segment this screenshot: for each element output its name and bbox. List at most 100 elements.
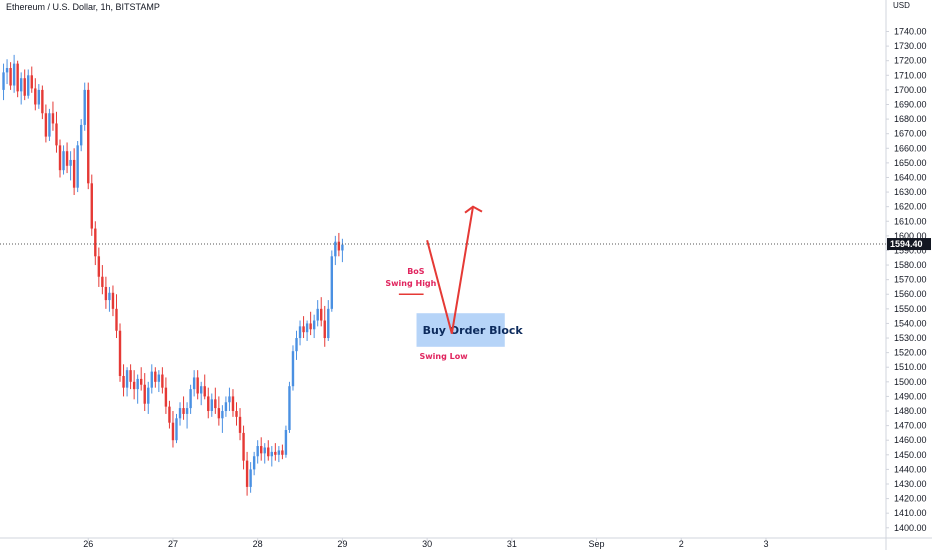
x-tick-label: 31	[507, 539, 517, 549]
chart-title: Ethereum / U.S. Dollar, 1h, BITSTAMP	[6, 2, 160, 12]
last-price-value: 1594.40	[890, 239, 923, 249]
candle-body	[12, 63, 16, 86]
candle-body	[58, 145, 62, 171]
projection-arrowhead	[464, 205, 483, 214]
candle-body	[270, 451, 274, 457]
candle-body	[150, 371, 153, 388]
candle-body	[55, 123, 58, 146]
candle-body	[245, 460, 249, 487]
candle-body	[210, 399, 213, 412]
candle-body	[72, 159, 76, 188]
candle-body	[16, 63, 19, 92]
y-tick-label: 1670.00	[894, 129, 927, 139]
candle-body	[23, 78, 26, 96]
candles	[2, 54, 344, 496]
candle-body	[274, 451, 277, 455]
candle-body	[228, 396, 231, 403]
candle-body	[122, 375, 125, 388]
candle-body	[189, 389, 192, 409]
candle-body	[320, 308, 323, 321]
candle-body	[309, 323, 312, 330]
candle-body	[295, 338, 298, 352]
candle-body	[337, 241, 341, 251]
projection-path	[426, 206, 474, 334]
y-tick-label: 1570.00	[894, 275, 927, 285]
candle-body	[200, 386, 203, 394]
candle-body	[249, 469, 252, 487]
candle-body	[164, 387, 168, 407]
candle-body	[79, 124, 83, 146]
candle-body	[129, 370, 132, 382]
candle-body	[185, 408, 189, 414]
candle-body	[196, 377, 199, 394]
candle-body	[330, 256, 334, 309]
candle-body	[76, 145, 79, 188]
y-tick-label: 1460.00	[894, 435, 927, 445]
candle-body	[214, 399, 217, 409]
y-tick-label: 1710.00	[894, 70, 927, 80]
candle-body	[108, 292, 111, 301]
y-tick-label: 1520.00	[894, 348, 927, 358]
candle-body	[62, 151, 65, 171]
candle-body	[136, 378, 139, 390]
candle-body	[27, 75, 30, 96]
candle-body	[34, 88, 37, 105]
y-tick-label: 1660.00	[894, 143, 927, 153]
candle-body	[312, 320, 316, 330]
y-tick-label: 1590.00	[894, 245, 927, 255]
candle-body	[238, 416, 242, 433]
candle-body	[192, 377, 196, 390]
y-tick-label: 1420.00	[894, 494, 927, 504]
candle-body	[291, 351, 295, 387]
y-tick-label: 1550.00	[894, 304, 927, 314]
y-tick-label: 1400.00	[894, 523, 927, 533]
y-tick-label: 1470.00	[894, 421, 927, 431]
bos-label: BoS	[407, 267, 425, 276]
candle-body	[207, 396, 210, 412]
y-tick-label: 1640.00	[894, 172, 927, 182]
candle-body	[182, 408, 185, 414]
candle-body	[242, 432, 245, 461]
y-tick-label: 1620.00	[894, 202, 927, 212]
x-tick-label: Sep	[589, 539, 605, 549]
x-tick-label: 28	[253, 539, 263, 549]
candle-body	[277, 450, 281, 455]
candle-body	[327, 308, 330, 339]
y-tick-label: 1680.00	[894, 114, 927, 124]
candle-body	[90, 183, 93, 229]
x-tick-label: 2	[679, 539, 684, 549]
candle-body	[111, 292, 115, 309]
candle-body	[161, 374, 164, 388]
candle-body	[281, 450, 284, 455]
candle-body	[203, 386, 206, 397]
candle-body	[302, 326, 305, 333]
x-tick-label: 29	[337, 539, 347, 549]
candle-body	[30, 75, 33, 89]
y-tick-label: 1580.00	[894, 260, 927, 270]
y-tick-label: 1560.00	[894, 289, 927, 299]
candle-body	[115, 308, 118, 331]
candle-body	[175, 418, 178, 441]
candle-body	[171, 422, 175, 441]
candle-body	[168, 406, 171, 423]
y-tick-label: 1480.00	[894, 406, 927, 416]
candle-body	[9, 68, 12, 86]
y-tick-label: 1440.00	[894, 464, 927, 474]
candle-body	[305, 323, 309, 333]
y-tick-label: 1740.00	[894, 27, 927, 37]
candle-body	[267, 447, 270, 457]
candle-body	[298, 326, 302, 339]
y-tick-label: 1500.00	[894, 377, 927, 387]
y-tick-label: 1600.00	[894, 231, 927, 241]
candle-body	[125, 370, 129, 388]
y-tick-label: 1700.00	[894, 85, 927, 95]
y-tick-label: 1430.00	[894, 479, 927, 489]
candle-body	[65, 151, 69, 166]
y-tick-label: 1510.00	[894, 362, 927, 372]
candle-body	[288, 386, 291, 430]
last-price-tag	[887, 238, 931, 251]
candle-body	[147, 387, 150, 404]
